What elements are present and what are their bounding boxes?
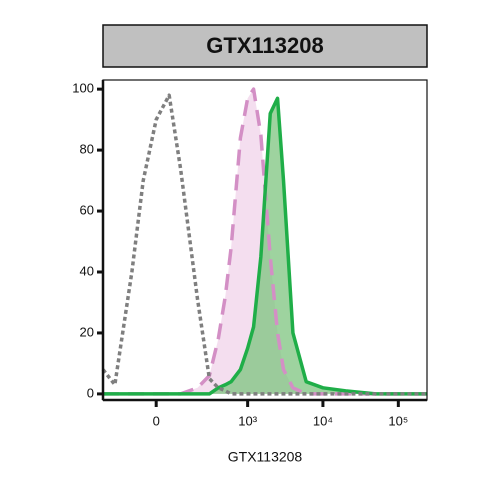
line xyxy=(103,96,427,396)
y-tick-label: 100 xyxy=(72,81,94,96)
y-tick-label: 80 xyxy=(80,142,94,157)
x-tick-label: 10⁵ xyxy=(388,413,408,428)
area xyxy=(103,98,427,394)
title-box xyxy=(102,24,428,68)
y-tick-label: 40 xyxy=(80,263,94,278)
x-tick-label: 0 xyxy=(153,413,160,428)
x-tick-label: 10⁴ xyxy=(313,413,333,428)
chart-title: GTX113208 xyxy=(206,33,323,58)
y-tick-label: 60 xyxy=(80,202,94,217)
y-tick-label: 0 xyxy=(87,385,94,400)
y-tick-label: 20 xyxy=(80,324,94,339)
x-tick-label: 10³ xyxy=(238,413,257,428)
line xyxy=(101,93,427,396)
x-axis-label: GTX113208 xyxy=(228,449,303,465)
